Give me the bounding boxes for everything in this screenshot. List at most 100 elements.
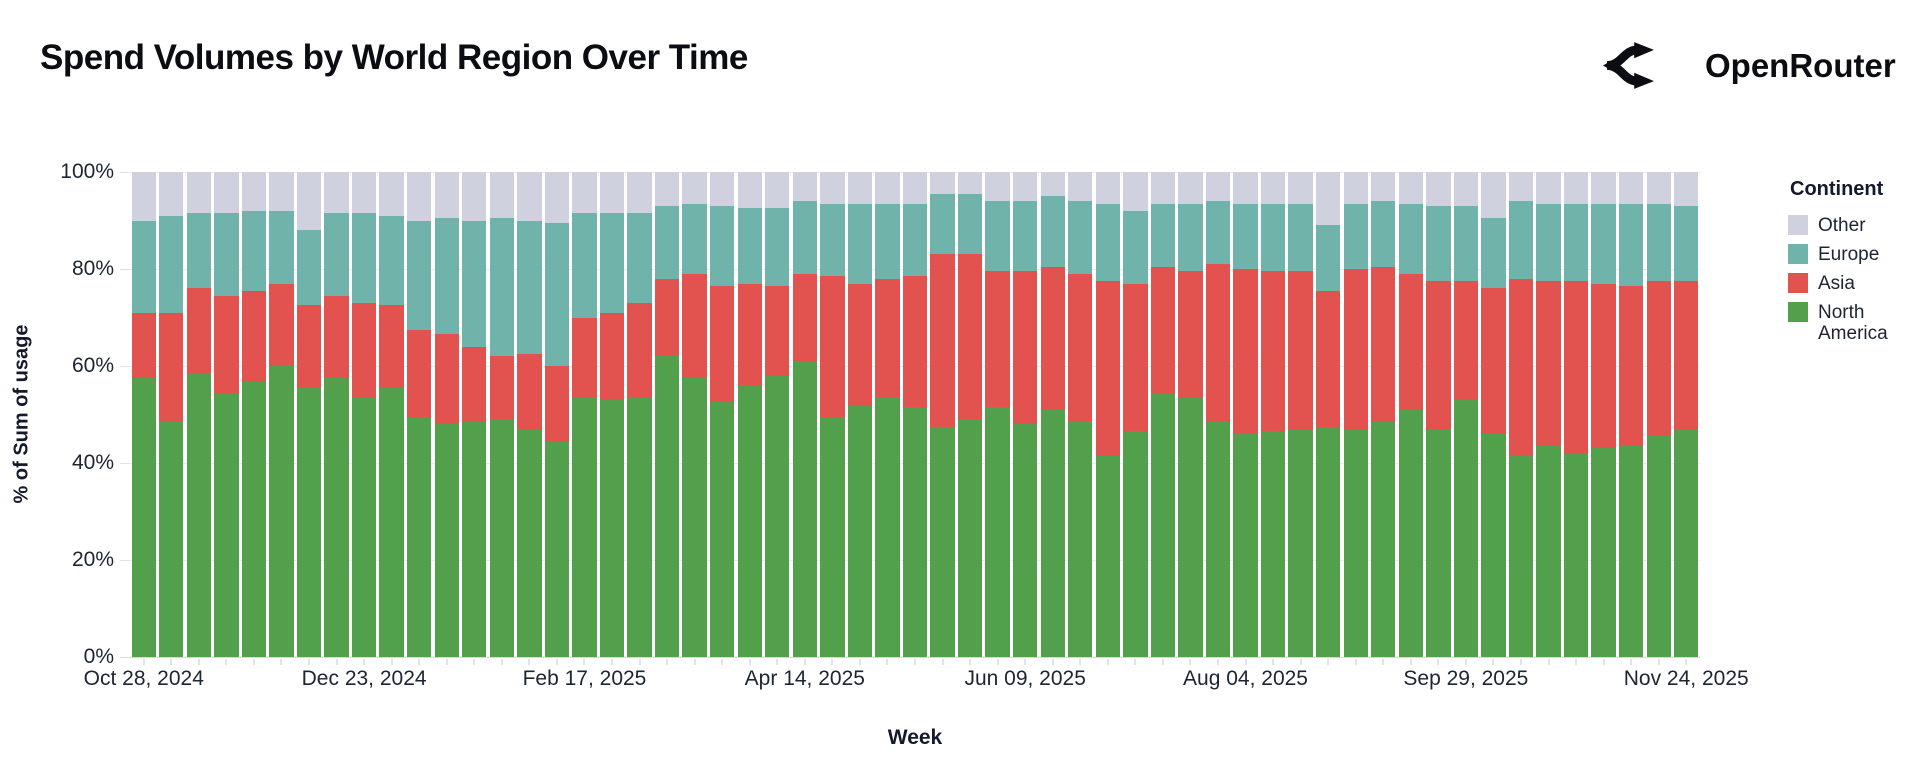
bar-segment-europe[interactable]	[682, 203, 707, 274]
bar-week-2024-10-28[interactable]	[131, 172, 156, 657]
bar-segment-europe[interactable]	[710, 205, 735, 286]
bar-segment-europe[interactable]	[957, 193, 983, 255]
bar-week-2024-11-11[interactable]	[186, 172, 212, 657]
bar-segment-north-america[interactable]	[1288, 429, 1313, 657]
bar-segment-north-america[interactable]	[296, 387, 322, 657]
bar-segment-asia[interactable]	[599, 312, 625, 400]
bar-segment-other[interactable]	[1591, 172, 1616, 204]
bar-segment-north-america[interactable]	[1013, 424, 1038, 657]
bar-segment-asia[interactable]	[1508, 278, 1534, 456]
bar-week-2025-07-28[interactable]	[1205, 172, 1231, 657]
bar-segment-north-america[interactable]	[765, 375, 790, 657]
bar-segment-europe[interactable]	[1674, 205, 1699, 282]
bar-segment-north-america[interactable]	[1591, 448, 1616, 657]
bar-segment-other[interactable]	[1123, 172, 1148, 211]
bar-segment-asia[interactable]	[737, 283, 762, 386]
bar-segment-north-america[interactable]	[875, 397, 900, 657]
bar-week-2025-09-15[interactable]	[1398, 172, 1423, 657]
bar-segment-other[interactable]	[572, 172, 597, 214]
bar-segment-other[interactable]	[710, 172, 735, 206]
bar-segment-north-america[interactable]	[1150, 392, 1176, 657]
bar-segment-other[interactable]	[407, 172, 432, 221]
bar-segment-other[interactable]	[957, 172, 983, 194]
bar-week-2025-01-20[interactable]	[462, 172, 487, 657]
bar-segment-asia[interactable]	[820, 276, 845, 417]
bar-segment-north-america[interactable]	[654, 356, 680, 657]
bar-week-2024-12-23[interactable]	[351, 172, 377, 657]
bar-segment-europe[interactable]	[985, 201, 1010, 272]
bar-segment-north-america[interactable]	[517, 429, 542, 657]
bar-week-2025-10-06[interactable]	[1481, 172, 1506, 657]
bar-segment-asia[interactable]	[1618, 285, 1644, 447]
bar-segment-north-america[interactable]	[1563, 453, 1589, 657]
bar-segment-europe[interactable]	[599, 213, 625, 313]
bar-segment-north-america[interactable]	[1536, 446, 1561, 657]
bar-segment-north-america[interactable]	[241, 380, 267, 657]
bar-segment-other[interactable]	[324, 172, 349, 214]
bar-segment-other[interactable]	[489, 172, 514, 219]
bar-segment-north-america[interactable]	[1481, 433, 1506, 657]
bar-segment-europe[interactable]	[1233, 203, 1258, 269]
bar-segment-asia[interactable]	[1481, 288, 1506, 434]
bar-week-2025-06-09[interactable]	[1013, 172, 1038, 657]
bar-segment-other[interactable]	[1150, 172, 1176, 204]
bar-segment-other[interactable]	[544, 172, 570, 223]
bar-segment-europe[interactable]	[654, 205, 680, 279]
bar-week-2024-12-02[interactable]	[269, 172, 294, 657]
bar-segment-north-america[interactable]	[710, 402, 735, 657]
bar-segment-north-america[interactable]	[1205, 421, 1231, 657]
bar-segment-other[interactable]	[1426, 172, 1451, 206]
bar-segment-other[interactable]	[131, 172, 156, 221]
bar-segment-other[interactable]	[1288, 172, 1313, 204]
bar-segment-europe[interactable]	[1398, 203, 1423, 274]
bar-week-2025-03-31[interactable]	[737, 172, 762, 657]
bar-segment-other[interactable]	[351, 172, 377, 214]
bar-segment-asia[interactable]	[1040, 266, 1065, 410]
bar-segment-other[interactable]	[241, 172, 267, 211]
bar-segment-europe[interactable]	[1426, 205, 1451, 282]
bar-segment-europe[interactable]	[1508, 201, 1534, 279]
bar-segment-north-america[interactable]	[407, 416, 432, 657]
bar-segment-asia[interactable]	[1068, 273, 1093, 422]
bar-segment-asia[interactable]	[489, 356, 514, 420]
bar-segment-north-america[interactable]	[1371, 421, 1396, 657]
bar-segment-europe[interactable]	[820, 203, 845, 277]
bar-segment-other[interactable]	[1453, 172, 1479, 206]
bar-segment-north-america[interactable]	[847, 404, 873, 657]
bar-week-2025-04-21[interactable]	[820, 172, 845, 657]
bar-segment-other[interactable]	[1068, 172, 1093, 202]
bar-segment-asia[interactable]	[1646, 281, 1671, 437]
bar-segment-asia[interactable]	[930, 254, 955, 427]
bar-segment-other[interactable]	[1013, 172, 1038, 202]
bar-segment-other[interactable]	[1205, 172, 1231, 202]
bar-week-2025-01-13[interactable]	[434, 172, 459, 657]
bar-segment-other[interactable]	[765, 172, 790, 209]
bar-segment-asia[interactable]	[985, 271, 1010, 408]
bar-segment-other[interactable]	[434, 172, 459, 219]
bar-segment-asia[interactable]	[462, 346, 487, 422]
bar-segment-other[interactable]	[792, 172, 817, 202]
bar-segment-other[interactable]	[379, 172, 404, 216]
bar-segment-asia[interactable]	[1398, 273, 1423, 410]
bar-segment-europe[interactable]	[1260, 203, 1286, 272]
bar-segment-europe[interactable]	[489, 218, 514, 357]
bar-week-2025-06-23[interactable]	[1068, 172, 1093, 657]
bar-segment-europe[interactable]	[737, 208, 762, 284]
bar-segment-north-america[interactable]	[627, 397, 652, 657]
bar-week-2024-11-25[interactable]	[241, 172, 267, 657]
bar-segment-europe[interactable]	[1563, 203, 1589, 282]
bar-segment-asia[interactable]	[1674, 281, 1699, 430]
bar-segment-other[interactable]	[1343, 172, 1368, 204]
bar-segment-europe[interactable]	[1343, 203, 1368, 269]
bar-segment-europe[interactable]	[434, 218, 459, 335]
bar-segment-north-america[interactable]	[1233, 433, 1258, 657]
bar-segment-other[interactable]	[269, 172, 294, 211]
bar-segment-other[interactable]	[930, 172, 955, 194]
bar-week-2025-04-07[interactable]	[765, 172, 790, 657]
bar-week-2025-02-03[interactable]	[517, 172, 542, 657]
bar-segment-europe[interactable]	[407, 220, 432, 330]
bar-segment-north-america[interactable]	[930, 426, 955, 657]
bar-segment-europe[interactable]	[627, 213, 652, 303]
bar-segment-north-america[interactable]	[820, 416, 845, 657]
bar-segment-europe[interactable]	[792, 201, 817, 274]
